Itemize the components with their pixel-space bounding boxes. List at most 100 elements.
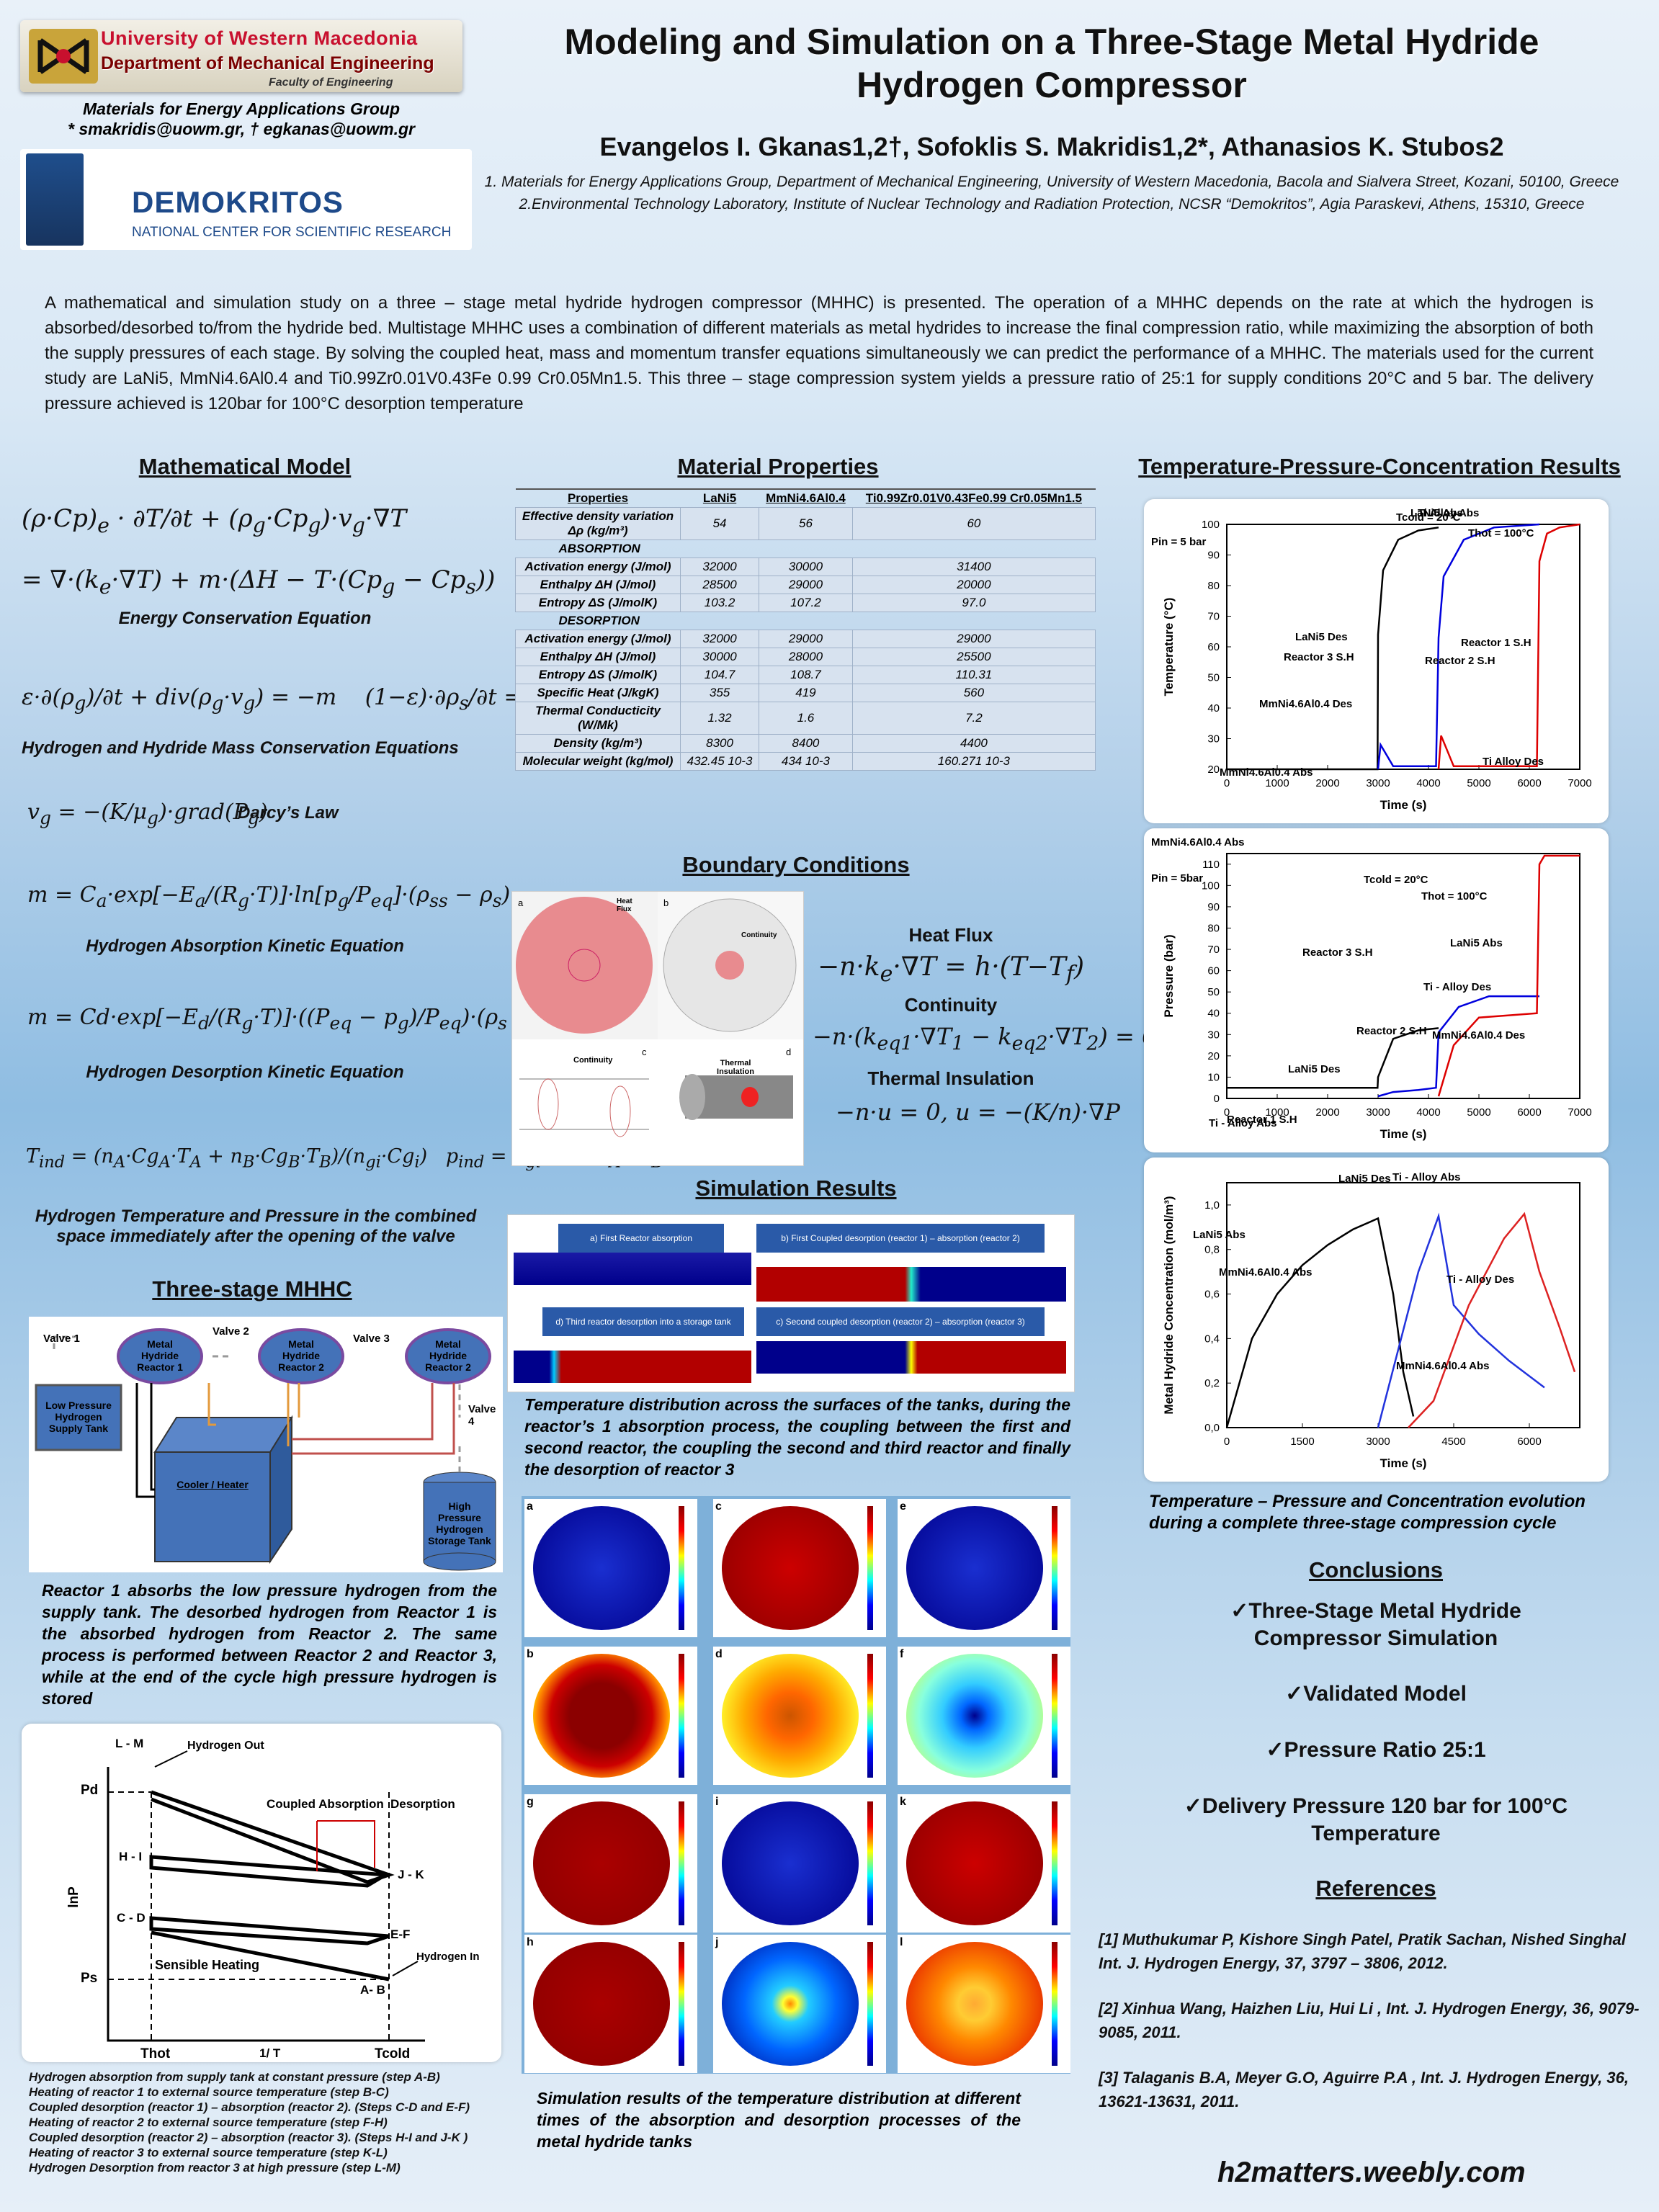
temperature-map-disc xyxy=(533,1654,670,1778)
table-row: Effective density variation Δρ (kg/m³) 54… xyxy=(515,507,1096,540)
x-tick-label: 2000 xyxy=(1315,1106,1339,1119)
reference-item: [1] Muthukumar P, Kishore Singh Patel, P… xyxy=(1099,1930,1626,1972)
mass-eq: ε·∂(ρg)/∂t + div(ρg·vg) = −m (1−ε)·∂ρs/∂… xyxy=(22,684,570,715)
tpc-caption: Temperature – Pressure and Concentration… xyxy=(1149,1492,1586,1533)
y-tick-label: 100 xyxy=(1202,519,1220,531)
table-row: ABSORPTION xyxy=(516,540,1096,558)
table-cell: 54 xyxy=(679,507,760,540)
chart-annotation: Reactor 2 S.H xyxy=(1425,655,1495,667)
university-name: University of Western Macedonia xyxy=(101,27,418,49)
reactor-temperature-strip: a) First Reactor absorption b) First Cou… xyxy=(507,1214,1075,1392)
table-cell: 30000 xyxy=(679,648,760,666)
desorption-eq: m = Cd·exp[−Ed/(Rg·T)]·((Peq − pg)/Peq)·… xyxy=(27,1005,571,1034)
website-link[interactable]: h2matters.weebly.com xyxy=(1217,2157,1526,2188)
y-tick-label: 90 xyxy=(1207,550,1220,562)
temperature-map-cell: k xyxy=(898,1794,1070,1933)
mhhc-heading: Three-stage MHHC xyxy=(152,1276,352,1302)
table-cell: 28500 xyxy=(679,576,760,594)
colorbar xyxy=(679,1942,684,2066)
temperature-maps-caption: Simulation results of the temperature di… xyxy=(537,2089,1021,2151)
concentration-chart-panel: 0 1500 3000 4500 6000 0,0 0,2 0,4 0,6 0,8 1,0 Time … xyxy=(1144,1158,1609,1482)
temperature-map-cell: b xyxy=(524,1647,697,1785)
x-tick-label: 6000 xyxy=(1517,1106,1541,1119)
cycle-step: Coupled desorption (reactor 2) – absorpt… xyxy=(29,2131,468,2144)
colorbar xyxy=(679,1801,684,1925)
chart-annotation: Reactor 1 S.H xyxy=(1461,637,1531,649)
chart-annotation: LaNi5 Des xyxy=(1295,631,1348,643)
tp-eq-caption: Hydrogen Temperature and Pressure in the… xyxy=(35,1206,477,1246)
energy-eq-caption: Energy Conservation Equation xyxy=(118,609,372,628)
x-tick-label: 4500 xyxy=(1441,1436,1465,1448)
colorbar xyxy=(1052,1801,1057,1925)
chart-annotation: Ti - Alloy Abs xyxy=(1209,1117,1276,1129)
y-tick-label: 30 xyxy=(1207,1029,1220,1041)
cycle-ab-label: A- B xyxy=(360,1983,385,1997)
table-cell: Activation energy (J/mol) xyxy=(515,558,681,576)
bc-continuity-tag: Continuity xyxy=(741,931,777,939)
table-subheader: DESORPTION xyxy=(558,614,640,627)
cycle-hi-label: H - I xyxy=(119,1850,143,1863)
reference-item: [3] Talaganis B.A, Meyer G.O, Aguirre P.… xyxy=(1099,2069,1629,2110)
colorbar xyxy=(867,1506,873,1630)
x-axis-label: Time (s) xyxy=(1380,798,1427,812)
darcy-caption: Darcy’s Law xyxy=(238,803,339,823)
storage-tank-label: High Pressure Hydrogen Storage Tank xyxy=(428,1500,491,1546)
references-heading: References xyxy=(1315,1876,1436,1901)
y-tick-label: 100 xyxy=(1202,879,1220,892)
material-properties-heading: Material Properties xyxy=(677,454,879,479)
chart-annotation: Reactor 1 S.H xyxy=(1227,1114,1297,1126)
valve-3-label: Valve 3 xyxy=(353,1333,390,1345)
table-header: MmNi4.6Al0.4 xyxy=(766,491,846,505)
mhhc-diagram: Valve 1 Valve 2 Valve 3 Valve 4 Metal Hy… xyxy=(29,1317,503,1572)
x-tick-label: 5000 xyxy=(1467,1106,1490,1119)
chart-annotation: Reactor 2 S.H xyxy=(1356,1025,1427,1037)
cycle-desorption-label: Desorption xyxy=(390,1797,455,1811)
cycle-lm-label: L - M xyxy=(115,1737,144,1750)
series-line xyxy=(1437,854,1580,1097)
temperature-map-letter: j xyxy=(715,1936,719,1948)
colorbar xyxy=(867,1942,873,2066)
supply-tank-label: Low Pressure Hydrogen Supply Tank xyxy=(45,1400,112,1434)
cycle-sensible-label: Sensible Heating xyxy=(155,1958,260,1972)
temperature-map-disc xyxy=(533,1506,670,1630)
table-cell: 1.6 xyxy=(759,702,853,735)
y-tick-label: 40 xyxy=(1207,1008,1220,1020)
table-cell: Molecular weight (kg/mol) xyxy=(515,752,681,771)
cycle-cd-label: C - D xyxy=(117,1911,146,1925)
temperature-map-disc xyxy=(722,1942,859,2066)
chart-annotation: MmNi4.6Al0.4 Abs xyxy=(1219,1266,1313,1279)
conclusion-item: ✓Validated Model xyxy=(1285,1682,1467,1706)
strip-reactor-b xyxy=(756,1267,1066,1302)
cycle-step: Heating of reactor 2 to external source … xyxy=(29,2115,388,2129)
table-row: DESORPTION xyxy=(516,612,1096,630)
table-cell: Density (kg/m³) xyxy=(515,734,681,753)
bc-panel-a: a xyxy=(518,897,524,908)
demokritos-emblem-icon xyxy=(26,153,84,246)
cycle-thot-label: Thot xyxy=(140,2046,171,2061)
chart-annotation: LaNi5 Abs xyxy=(1410,507,1463,519)
chart-annotation: Ti - Alloy Des xyxy=(1423,981,1491,993)
table-cell: 355 xyxy=(679,684,760,702)
cycle-steps-list: Hydrogen absorption from supply tank at … xyxy=(29,2069,519,2175)
series-line xyxy=(1227,1027,1439,1089)
reactor-1-label: Metal Hydride Reactor 1 xyxy=(137,1338,183,1373)
y-tick-label: 0,4 xyxy=(1204,1333,1220,1345)
cycle-tcold-label: Tcold xyxy=(375,2046,411,2061)
affiliation-1: 1. Materials for Energy Applications Gro… xyxy=(484,174,1619,190)
table-cell: 29000 xyxy=(759,630,853,648)
y-tick-label: 80 xyxy=(1207,922,1220,934)
demokritos-logo: DEMOKRITOS NATIONAL CENTER FOR SCIENTIFI… xyxy=(20,149,472,250)
table-row: Molecular weight (kg/mol) 432.45 10-3 434 … xyxy=(515,752,1096,771)
heat-flux-label: Heat Flux xyxy=(908,924,993,946)
y-tick-label: 70 xyxy=(1207,611,1220,623)
temperature-map-letter: k xyxy=(900,1796,906,1808)
chart-annotation: LaNi5 Des xyxy=(1288,1063,1341,1075)
continuity-eq: −n·(keq1·∇T1 − keq2·∇T2) = 0 xyxy=(813,1023,1157,1055)
chart-annotation: LaNi5 Abs xyxy=(1193,1229,1246,1241)
table-cell: 8400 xyxy=(759,734,853,753)
table-cell: 32000 xyxy=(679,558,760,576)
continuity-label: Continuity xyxy=(904,994,998,1016)
conclusions-heading: Conclusions xyxy=(1308,1557,1443,1582)
table-cell: Entropy ΔS (J/molK) xyxy=(515,594,681,612)
cycle-step: Hydrogen Desorption from reactor 3 at hi… xyxy=(29,2161,401,2175)
